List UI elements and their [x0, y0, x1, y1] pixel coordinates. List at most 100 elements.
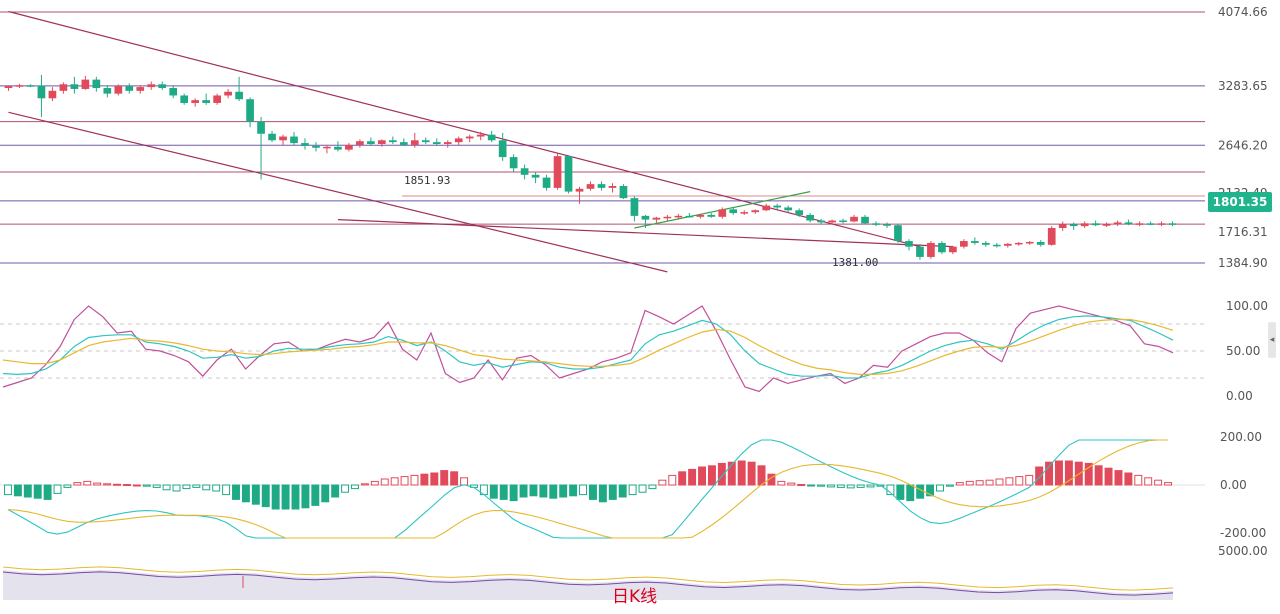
macd-tick-label: 200.00: [1220, 430, 1262, 444]
macd-histogram-bar: [241, 484, 250, 503]
candle-body: [147, 84, 156, 88]
macd-histogram-bar: [737, 460, 746, 486]
macd-histogram-bar: [1094, 465, 1103, 486]
macd-histogram-bar: [817, 484, 825, 487]
macd-histogram-bar: [1015, 476, 1024, 486]
macd-histogram-bar: [182, 484, 191, 490]
macd-histogram-bar: [678, 471, 687, 486]
candle-body: [960, 241, 968, 247]
candle-body: [421, 140, 430, 143]
macd-histogram-bar: [390, 477, 399, 486]
macd-histogram-bar: [202, 484, 211, 491]
candle-body: [575, 188, 584, 192]
candle-body: [1157, 223, 1166, 225]
current-price-tag: 1801.35: [1208, 192, 1272, 212]
macd-histogram-bar: [380, 478, 389, 486]
panel-collapse-handle[interactable]: ◂: [1268, 322, 1276, 358]
macd-histogram-bar: [985, 479, 994, 486]
price-tick-label: 3283.65: [1218, 79, 1268, 93]
candle-body: [70, 84, 79, 89]
candle-body: [685, 215, 694, 218]
candle-body: [729, 209, 738, 214]
macd-histogram-bar: [122, 484, 131, 487]
candle-body: [246, 99, 254, 122]
macd-histogram-bar: [430, 472, 439, 486]
macd-histogram-bar: [945, 484, 954, 487]
candle-body: [608, 186, 617, 188]
candle-body: [619, 186, 628, 199]
macd-histogram-bar: [1064, 460, 1073, 486]
volume-axis: 5000.00: [1218, 544, 1268, 558]
price-tick-label: 4074.66: [1218, 5, 1268, 19]
chart-title: 日K线: [612, 587, 658, 607]
candle-body: [454, 138, 463, 143]
trendline: [337, 218, 953, 248]
macd-histogram-bar: [598, 484, 607, 503]
candle-body: [839, 220, 847, 223]
macd-histogram-bar: [588, 484, 597, 500]
macd-histogram-bar: [668, 474, 677, 486]
candle-body: [290, 136, 298, 144]
candle-body: [751, 210, 760, 213]
candle-body: [81, 79, 90, 89]
candle-body: [158, 84, 167, 89]
macd-histogram-bar: [360, 483, 369, 486]
macd-histogram-bar: [152, 484, 161, 488]
annotation-low-point: 1381.00: [832, 256, 878, 269]
annotation-high-level: 1851.93: [404, 174, 450, 187]
macd-histogram-bar: [192, 484, 201, 488]
candle-body: [652, 217, 661, 220]
trendline: [8, 10, 921, 248]
candle-body: [279, 136, 287, 141]
candle-body: [213, 95, 221, 103]
macd-histogram-bar: [281, 484, 290, 510]
kdj-indicator: [0, 305, 1205, 393]
candle-body: [663, 216, 672, 219]
macd-histogram-bar: [261, 484, 270, 508]
macd-histogram-bar: [529, 484, 538, 497]
candle-body: [1168, 223, 1177, 225]
candle-body: [410, 140, 419, 145]
candle-body: [542, 177, 551, 188]
macd-histogram-bar: [232, 484, 240, 500]
macd-histogram-bar: [747, 461, 756, 486]
candle-body: [630, 198, 639, 216]
candle-body: [498, 140, 507, 158]
macd-histogram-bar: [1005, 477, 1014, 486]
kdj-tick-label: 100.00: [1226, 299, 1268, 313]
macd-histogram-bar: [936, 484, 944, 492]
macd-histogram-bar: [826, 484, 835, 488]
candle-body: [169, 88, 178, 96]
candle-body: [1102, 224, 1111, 226]
candle-body: [905, 241, 913, 247]
macd-histogram-bar: [836, 484, 845, 488]
candle-body: [37, 85, 46, 99]
candle-body: [443, 142, 452, 145]
macd-histogram-bar: [291, 484, 300, 510]
macd-histogram-bar: [132, 484, 141, 487]
macd-histogram-bar: [698, 466, 706, 486]
candle-body: [927, 242, 935, 257]
candle-body: [125, 86, 134, 91]
candle-body: [762, 205, 771, 211]
macd-histogram-bar: [717, 462, 726, 486]
main-price-grid: [0, 11, 1205, 264]
macd-histogram-bar: [3, 484, 12, 496]
candle-body: [345, 144, 353, 150]
macd-histogram-bar: [1104, 467, 1113, 486]
candle-body: [674, 215, 683, 218]
candle-body: [1025, 241, 1034, 244]
macd-histogram-bar: [1045, 461, 1054, 486]
macd-histogram-bar: [311, 484, 320, 506]
macd-histogram-bar: [896, 484, 905, 500]
macd-histogram-bar: [797, 484, 806, 487]
candle-body: [1146, 223, 1155, 225]
macd-histogram-bar: [1124, 472, 1133, 486]
candle-body: [59, 84, 68, 91]
candle-body: [520, 168, 529, 175]
candle-body: [48, 90, 57, 99]
candle-body: [1080, 223, 1089, 227]
candle-body: [806, 214, 814, 221]
macd-histogram-bar: [965, 480, 974, 486]
candle-body: [784, 207, 793, 211]
